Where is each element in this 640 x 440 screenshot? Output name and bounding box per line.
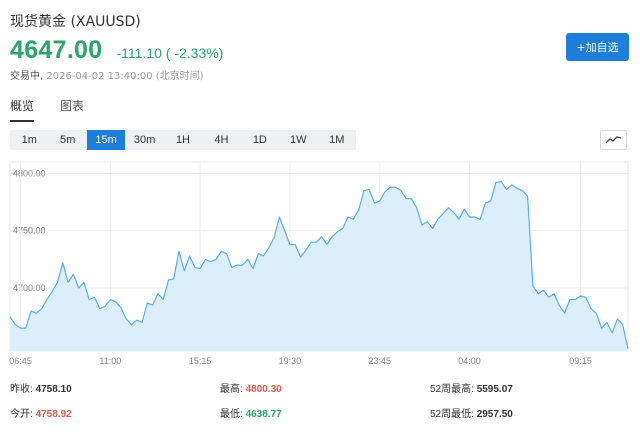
tab-overview[interactable]: 概览	[10, 97, 35, 122]
x-tick-label: 06:45	[9, 356, 32, 366]
stat-high-value: 4800.30	[245, 384, 282, 395]
period-1w[interactable]: 1W	[290, 134, 307, 146]
period-5m[interactable]: 5m	[60, 134, 76, 146]
y-tick-label: 4800.00	[13, 168, 46, 178]
x-tick-label: 11:00	[99, 356, 121, 366]
trading-timestamp: 2026-04-02 13:40:00 (北京时间)	[46, 71, 204, 82]
price-area	[10, 181, 628, 351]
x-tick-label: 23:45	[368, 356, 391, 366]
x-tick-label: 09:15	[569, 356, 592, 366]
price-chart[interactable]: 4800.004750.004700.004650.0006:4511:0015…	[0, 158, 640, 370]
stat-52w-high-label: 52周最高:	[430, 384, 474, 395]
tab-chart[interactable]: 图表	[60, 97, 84, 122]
stat-low: 最低: 4638.77	[220, 405, 282, 420]
y-tick-label: 4700.00	[13, 283, 46, 293]
period-30m[interactable]: 30m	[133, 134, 156, 146]
period-4h[interactable]: 4H	[214, 134, 229, 146]
price-line	[9, 180, 629, 349]
price-change: -111.10 ( -2.33%)	[116, 45, 224, 61]
stat-high: 最高: 4800.30	[220, 380, 282, 395]
period-15m[interactable]: 15m	[86, 130, 126, 150]
add-watchlist-button[interactable]: +加自选	[566, 33, 629, 61]
stat-52w-high-value: 5595.07	[476, 384, 513, 395]
stat-52w-low: 52周最低: 2957.50	[430, 405, 513, 420]
period-1d[interactable]: 1D	[252, 134, 267, 146]
x-tick-label: 04:00	[458, 356, 481, 366]
price-row: 4647.00 -111.10 ( -2.33%)	[10, 36, 223, 65]
tab-chart-label: 图表	[60, 99, 85, 113]
trading-status-label: 交易中,	[10, 71, 44, 82]
stat-prev-close-label: 昨收:	[10, 384, 33, 395]
stat-prev-close-value: 4758.10	[35, 384, 72, 395]
period-1m[interactable]: 1m	[21, 134, 37, 146]
period-1mo[interactable]: 1M	[329, 134, 345, 146]
line-chart-icon	[605, 136, 622, 144]
current-price: 4647.00	[10, 36, 103, 64]
page-title: 现货黄金 (XAUUSD)	[10, 14, 141, 30]
tab-overview-label: 概览	[10, 99, 35, 113]
stat-52w-high: 52周最高: 5595.07	[430, 380, 513, 395]
view-tabs: 概览 图表	[10, 97, 110, 122]
stat-open: 今开: 4758.92	[10, 405, 72, 420]
stat-low-value: 4638.77	[245, 409, 282, 420]
stat-open-label: 今开:	[10, 409, 33, 420]
trading-status: 交易中, 2026-04-02 13:40:00 (北京时间)	[10, 67, 204, 82]
stat-high-label: 最高:	[220, 384, 243, 395]
stat-52w-low-value: 2957.50	[476, 409, 513, 420]
period-1h[interactable]: 1H	[175, 134, 190, 146]
period-selector: 1m 5m 15m 30m 1H 4H 1D 1W 1M	[10, 130, 356, 150]
x-tick-label: 15:15	[189, 356, 212, 366]
stat-prev-close: 昨收: 4758.10	[10, 380, 72, 395]
x-tick-label: 19:30	[279, 356, 302, 366]
stat-open-value: 4758.92	[35, 409, 72, 420]
stat-52w-low-label: 52周最低:	[430, 409, 474, 420]
chart-type-toggle[interactable]	[600, 130, 627, 150]
stat-low-label: 最低:	[220, 409, 243, 420]
y-tick-label: 4750.00	[13, 226, 46, 236]
